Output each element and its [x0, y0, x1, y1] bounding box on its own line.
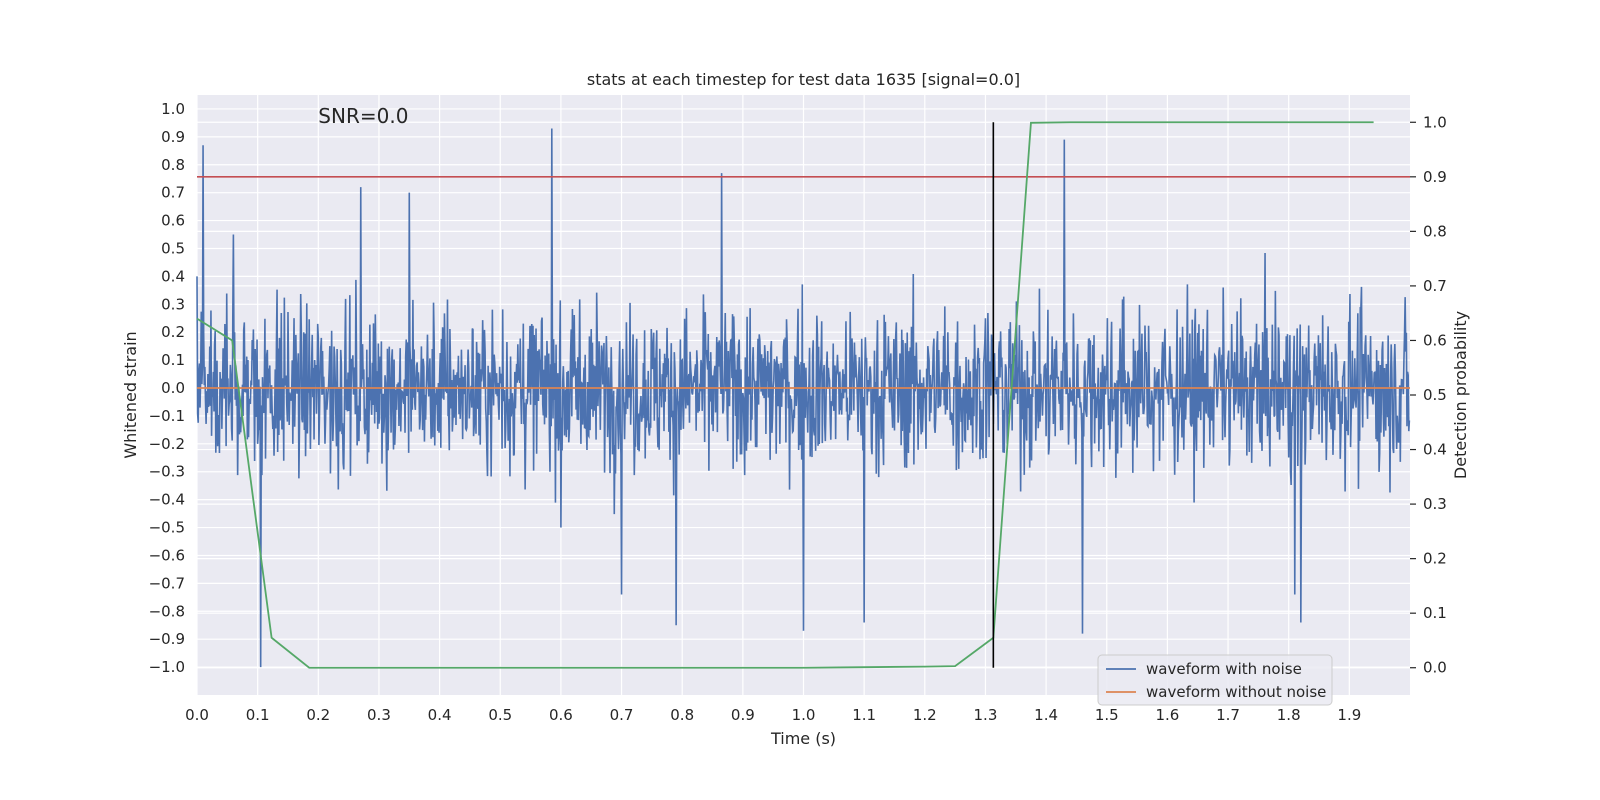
y-tick-label: −0.8 [149, 602, 185, 620]
x-tick-label: 1.1 [852, 706, 876, 724]
legend-box [1097, 654, 1333, 706]
legend-label-waveform-with-noise: waveform with noise [1146, 660, 1302, 678]
y2-tick-label: 0.8 [1423, 222, 1447, 240]
x-tick-label: 1.9 [1337, 706, 1361, 724]
y-tick-label: −0.9 [149, 630, 185, 648]
y-tick-label: 0.7 [161, 184, 185, 202]
y-tick-label: 0.4 [161, 267, 185, 285]
y2-tick-label: 0.5 [1423, 386, 1447, 404]
x-tick-label: 0.9 [731, 706, 755, 724]
x-tick-label: 0.2 [306, 706, 330, 724]
x-tick-label: 0.7 [610, 706, 634, 724]
x-tick-label: 0.6 [549, 706, 573, 724]
y-tick-label: −0.5 [149, 519, 185, 537]
x-tick-label: 1.5 [1095, 706, 1119, 724]
y-tick-label: 0.1 [161, 351, 185, 369]
y2-tick-label: 0.3 [1423, 495, 1447, 513]
y2-tick-label: 0.9 [1423, 168, 1447, 186]
x-tick-label: 0.3 [367, 706, 391, 724]
x-tick-label: 1.0 [792, 706, 816, 724]
y-tick-label: 1.0 [161, 100, 185, 118]
y-tick-label: 0.3 [161, 295, 185, 313]
y-tick-label: −0.2 [149, 435, 185, 453]
y2-tick-label: 0.0 [1423, 659, 1447, 677]
legend: waveform with noise waveform without noi… [1097, 654, 1333, 706]
x-axis-label: Time (s) [770, 729, 836, 748]
y-tick-label: 0.9 [161, 128, 185, 146]
y2-tick-label: 1.0 [1423, 113, 1447, 131]
x-tick-label: 1.3 [974, 706, 998, 724]
x-tick-label: 0.8 [670, 706, 694, 724]
x-tick-label: 1.7 [1216, 706, 1240, 724]
x-tick-label: 0.4 [428, 706, 452, 724]
x-tick-label: 1.8 [1277, 706, 1301, 724]
y2-axis-label: Detection probability [1451, 311, 1470, 479]
x-tick-label: 1.2 [913, 706, 937, 724]
y2-tick-label: 0.7 [1423, 277, 1447, 295]
y2-tick-label: 0.2 [1423, 550, 1447, 568]
waveform-with-noise-series [196, 128, 1411, 668]
x-tick-label: 0.0 [185, 706, 209, 724]
x-tick-label: 1.6 [1155, 706, 1179, 724]
y-tick-label: 0.0 [161, 379, 185, 397]
x-tick-label: 1.4 [1034, 706, 1058, 724]
y2-tick-label: 0.4 [1423, 441, 1447, 459]
x-tick-label: 0.5 [488, 706, 512, 724]
y-tick-label: 0.6 [161, 212, 185, 230]
y-tick-label: −1.0 [149, 658, 185, 676]
y-axis-label: Whitened strain [121, 331, 140, 458]
waveform-with-noise-line [196, 128, 1411, 668]
y-tick-label: −0.3 [149, 463, 185, 481]
y-tick-label: −0.1 [149, 407, 185, 425]
y-tick-label: −0.6 [149, 546, 185, 564]
legend-label-waveform-without-noise: waveform without noise [1146, 683, 1326, 701]
y2-tick-label: 0.6 [1423, 331, 1447, 349]
y-tick-label: −0.4 [149, 491, 185, 509]
y-tick-label: 0.2 [161, 323, 185, 341]
x-tick-label: 0.1 [246, 706, 270, 724]
chart-title: stats at each timestep for test data 163… [587, 70, 1020, 89]
y-tick-label: −0.7 [149, 574, 185, 592]
y-tick-label: 0.5 [161, 239, 185, 257]
snr-annotation: SNR=0.0 [318, 104, 408, 128]
detection-probability-line [196, 121, 1374, 669]
y-tick-label: 0.8 [161, 156, 185, 174]
y2-tick-label: 0.1 [1423, 604, 1447, 622]
